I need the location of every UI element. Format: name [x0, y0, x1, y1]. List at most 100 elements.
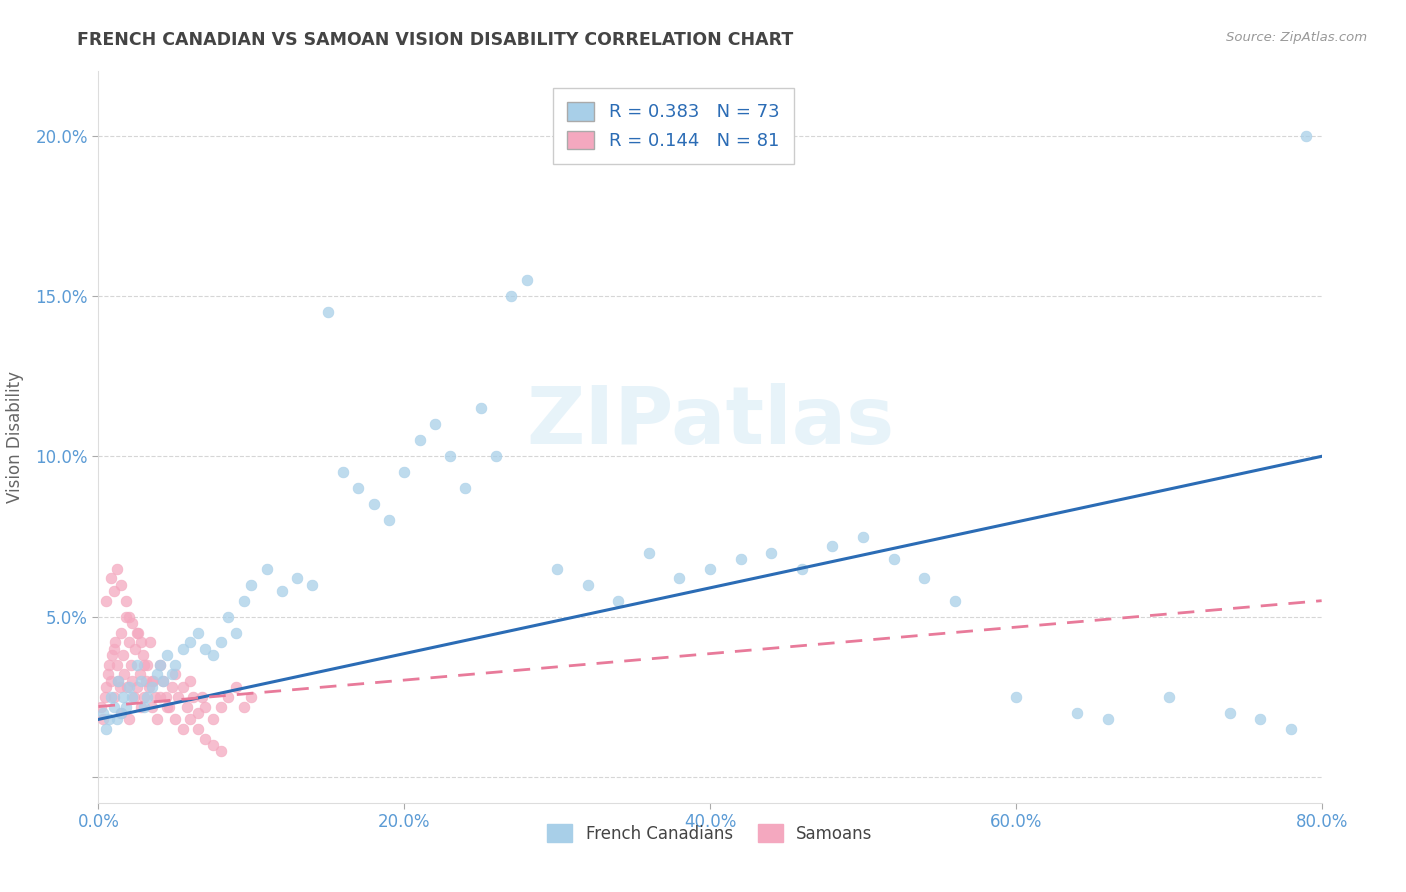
Point [129, 699, 152, 714]
Point [217, 690, 239, 704]
Point [209, 635, 232, 649]
Point [108, 681, 131, 695]
Point [136, 690, 159, 704]
Point [103, 584, 125, 599]
Point [316, 305, 339, 319]
Point [142, 673, 165, 688]
Point [470, 401, 492, 416]
Point [392, 466, 416, 480]
Point [145, 712, 167, 726]
Point [135, 673, 157, 688]
Point [363, 498, 385, 512]
Point [347, 482, 370, 496]
Point [121, 673, 143, 688]
Point [1249, 712, 1271, 726]
Point [129, 635, 152, 649]
Point [134, 690, 156, 704]
Point [1157, 690, 1180, 704]
Point [668, 571, 690, 585]
Point [105, 712, 128, 726]
Point [111, 648, 134, 663]
Point [111, 690, 134, 704]
Point [97, 667, 120, 681]
Point [120, 657, 142, 672]
Point [90, 699, 112, 714]
Point [232, 699, 254, 714]
Point [127, 625, 149, 640]
Point [759, 545, 782, 559]
Point [546, 561, 568, 575]
Point [408, 434, 430, 448]
Point [607, 593, 630, 607]
Point [202, 738, 225, 752]
Point [118, 635, 141, 649]
Point [163, 657, 186, 672]
Point [103, 699, 125, 714]
Point [157, 699, 180, 714]
Point [699, 561, 721, 575]
Point [110, 706, 132, 720]
Point [94, 722, 117, 736]
Point [179, 673, 201, 688]
Point [124, 641, 146, 656]
Point [516, 273, 538, 287]
Point [149, 657, 172, 672]
Point [118, 609, 141, 624]
Text: Source: ZipAtlas.com: Source: ZipAtlas.com [1226, 31, 1367, 45]
Point [217, 609, 239, 624]
Point [117, 681, 139, 695]
Point [118, 712, 141, 726]
Point [156, 699, 179, 714]
Point [179, 712, 201, 726]
Point [194, 641, 217, 656]
Point [94, 593, 117, 607]
Point [1097, 712, 1119, 726]
Point [139, 635, 162, 649]
Point [912, 571, 935, 585]
Point [132, 648, 155, 663]
Point [232, 593, 254, 607]
Point [163, 667, 186, 681]
Point [181, 690, 204, 704]
Point [240, 690, 263, 704]
Point [1219, 706, 1241, 720]
Point [176, 699, 198, 714]
Point [821, 539, 844, 553]
Point [202, 712, 225, 726]
Point [240, 577, 263, 591]
Point [1066, 706, 1088, 720]
Point [125, 681, 148, 695]
Point [194, 731, 217, 746]
Point [103, 690, 125, 704]
Point [501, 289, 523, 303]
Point [152, 673, 174, 688]
Point [121, 616, 143, 631]
Point [187, 625, 209, 640]
Point [332, 466, 354, 480]
Point [790, 561, 813, 575]
Point [187, 706, 209, 720]
Point [225, 681, 247, 695]
Point [187, 722, 209, 736]
Point [94, 681, 117, 695]
Point [110, 577, 132, 591]
Point [115, 609, 138, 624]
Point [125, 625, 148, 640]
Point [143, 690, 166, 704]
Point [852, 529, 875, 543]
Point [91, 706, 114, 720]
Point [118, 681, 141, 695]
Point [107, 673, 129, 688]
Point [209, 699, 232, 714]
Point [423, 417, 446, 432]
Point [155, 690, 177, 704]
Point [134, 699, 156, 714]
Point [104, 635, 127, 649]
Point [145, 667, 167, 681]
Point [160, 681, 183, 695]
Point [209, 744, 232, 758]
Point [730, 552, 752, 566]
Point [115, 593, 138, 607]
Point [112, 667, 135, 681]
Point [1295, 128, 1317, 143]
